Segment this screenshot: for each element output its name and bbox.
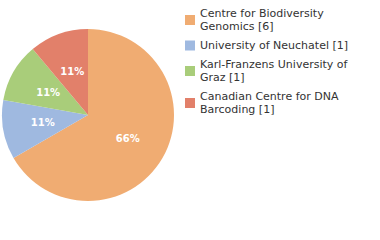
svg-text:11%: 11% — [31, 117, 55, 128]
svg-text:Canadian Centre for DNA: Canadian Centre for DNA — [200, 90, 342, 103]
svg-text:Barcoding [1]: Barcoding [1] — [200, 103, 274, 116]
svg-text:11%: 11% — [36, 87, 60, 98]
svg-text:11%: 11% — [60, 66, 84, 77]
svg-text:Centre for Biodiversity: Centre for Biodiversity — [200, 7, 327, 20]
svg-text:Genomics [6]: Genomics [6] — [200, 20, 274, 33]
svg-text:Karl-Franzens University of: Karl-Franzens University of — [200, 58, 351, 71]
svg-text:Graz [1]: Graz [1] — [200, 71, 245, 84]
svg-text:University of Neuchatel [1]: University of Neuchatel [1] — [200, 39, 348, 52]
svg-text:66%: 66% — [116, 133, 140, 144]
